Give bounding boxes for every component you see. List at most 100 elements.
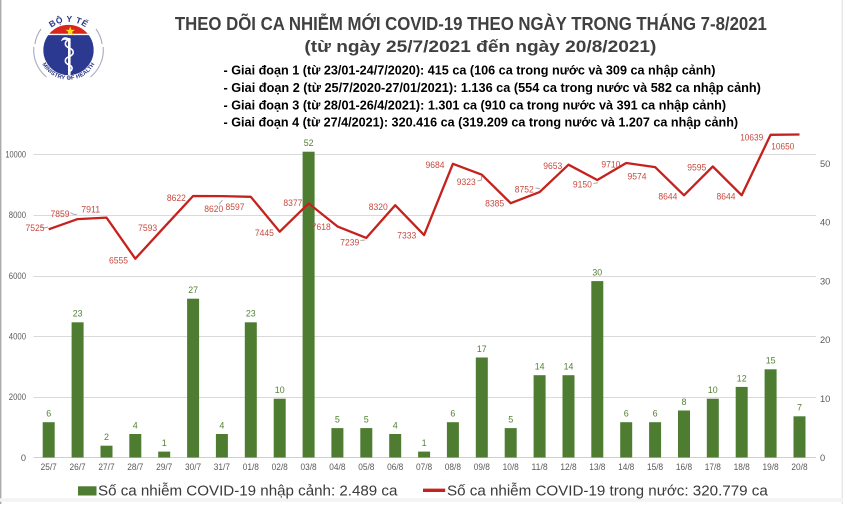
svg-text:Số ca nhiễm COVID-19 trong nướ: Số ca nhiễm COVID-19 trong nước: 320.779… — [447, 482, 768, 499]
svg-text:8644: 8644 — [717, 192, 737, 203]
svg-text:10650: 10650 — [771, 141, 794, 152]
svg-text:9323: 9323 — [457, 177, 476, 188]
svg-text:7525: 7525 — [26, 223, 45, 234]
svg-text:08/8: 08/8 — [445, 462, 461, 472]
svg-text:10: 10 — [820, 394, 830, 404]
svg-text:29/7: 29/7 — [156, 462, 172, 472]
svg-text:02/8: 02/8 — [272, 462, 288, 472]
svg-text:16/8: 16/8 — [676, 462, 692, 472]
svg-text:1: 1 — [422, 438, 427, 449]
svg-text:01/8: 01/8 — [243, 462, 259, 472]
svg-text:2000: 2000 — [9, 392, 26, 402]
svg-text:10/8: 10/8 — [503, 462, 519, 472]
svg-text:12: 12 — [737, 373, 747, 384]
svg-text:27: 27 — [188, 285, 198, 296]
svg-text:(từ ngày 25/7/2021 đến ngày 20: (từ ngày 25/7/2021 đến ngày 20/8/2021) — [304, 38, 656, 56]
svg-text:20: 20 — [820, 335, 830, 345]
svg-text:12/8: 12/8 — [560, 462, 576, 472]
svg-text:14: 14 — [535, 362, 545, 373]
svg-text:03/8: 03/8 — [301, 462, 317, 472]
svg-text:25/7: 25/7 — [41, 462, 57, 472]
svg-text:8597: 8597 — [226, 202, 245, 213]
svg-text:6: 6 — [624, 409, 629, 420]
svg-text:17: 17 — [477, 344, 487, 355]
svg-text:14: 14 — [564, 362, 574, 373]
svg-text:7911: 7911 — [81, 204, 100, 215]
svg-text:7859: 7859 — [51, 209, 70, 220]
svg-text:05/8: 05/8 — [358, 462, 374, 472]
svg-text:5: 5 — [335, 415, 340, 426]
svg-text:09/8: 09/8 — [474, 462, 490, 472]
svg-text:7333: 7333 — [397, 230, 416, 241]
svg-text:07/8: 07/8 — [416, 462, 432, 472]
svg-text:9653: 9653 — [543, 161, 562, 172]
svg-text:52: 52 — [304, 138, 314, 149]
svg-text:17/8: 17/8 — [705, 462, 721, 472]
svg-text:4: 4 — [219, 420, 225, 431]
svg-text:8320: 8320 — [369, 202, 388, 213]
svg-text:5: 5 — [364, 415, 369, 426]
svg-text:6000: 6000 — [9, 271, 26, 281]
svg-text:15/8: 15/8 — [647, 462, 663, 472]
svg-text:10639: 10639 — [740, 132, 763, 143]
svg-text:27/7: 27/7 — [98, 462, 114, 472]
svg-text:5: 5 — [508, 415, 513, 426]
svg-text:20/8: 20/8 — [791, 462, 807, 472]
svg-text:7239: 7239 — [340, 237, 359, 248]
svg-text:- Giai đoạn 4 (từ 27/4/2021):: - Giai đoạn 4 (từ 27/4/2021): 320.416 ca… — [224, 115, 739, 130]
svg-text:BỘ Y TẾ: BỘ Y TẾ — [47, 13, 90, 29]
svg-text:2: 2 — [104, 432, 109, 443]
svg-text:06/8: 06/8 — [387, 462, 403, 472]
svg-text:9684: 9684 — [426, 160, 446, 171]
svg-text:23: 23 — [73, 309, 83, 320]
svg-text:11/8: 11/8 — [532, 462, 548, 472]
svg-text:10: 10 — [275, 385, 285, 396]
svg-text:8: 8 — [682, 397, 687, 408]
svg-text:15: 15 — [766, 356, 776, 367]
svg-text:0: 0 — [21, 453, 26, 463]
svg-text:6: 6 — [653, 409, 658, 420]
svg-text:9574: 9574 — [628, 172, 648, 183]
svg-text:- Giai đoạn 3 (từ 28/01-26/4/2: - Giai đoạn 3 (từ 28/01-26/4/2021): 1.30… — [224, 97, 727, 112]
svg-text:0: 0 — [820, 453, 825, 463]
svg-text:10000: 10000 — [5, 150, 26, 160]
svg-text:14/8: 14/8 — [618, 462, 634, 472]
svg-text:8377: 8377 — [283, 198, 302, 209]
svg-text:9710: 9710 — [601, 159, 620, 170]
svg-text:THEO DÕI CA NHIỄM MỚI COVID-19: THEO DÕI CA NHIỄM MỚI COVID-19 THEO NGÀY… — [175, 13, 767, 34]
svg-text:8620: 8620 — [204, 204, 223, 215]
svg-text:40: 40 — [820, 218, 830, 228]
svg-text:- Giai đoạn 1 (từ 23/01-24/7/2: - Giai đoạn 1 (từ 23/01-24/7/2020): 415 … — [224, 63, 716, 78]
svg-text:28/7: 28/7 — [127, 462, 143, 472]
svg-text:8000: 8000 — [9, 210, 26, 220]
svg-text:1: 1 — [162, 438, 167, 449]
svg-text:31/7: 31/7 — [214, 462, 230, 472]
svg-text:Số ca nhiễm COVID-19 nhập cảnh: Số ca nhiễm COVID-19 nhập cảnh: 2.489 ca — [98, 482, 397, 499]
svg-text:7593: 7593 — [138, 223, 157, 234]
svg-text:4: 4 — [393, 420, 399, 431]
svg-text:6: 6 — [450, 409, 455, 420]
svg-text:- Giai đoạn 2 (từ 25/7/2020-27: - Giai đoạn 2 (từ 25/7/2020-27/01/2021):… — [224, 80, 761, 95]
svg-text:9150: 9150 — [573, 180, 592, 191]
svg-text:8385: 8385 — [485, 199, 504, 210]
svg-text:13/8: 13/8 — [589, 462, 605, 472]
svg-text:4: 4 — [133, 420, 139, 431]
svg-text:4000: 4000 — [9, 332, 26, 342]
svg-text:7: 7 — [797, 403, 802, 414]
svg-text:8622: 8622 — [167, 193, 186, 204]
svg-text:18/8: 18/8 — [734, 462, 750, 472]
svg-text:19/8: 19/8 — [763, 462, 779, 472]
svg-text:9595: 9595 — [687, 162, 706, 173]
svg-text:30: 30 — [820, 276, 830, 286]
svg-text:8644: 8644 — [658, 192, 678, 203]
svg-text:26/7: 26/7 — [70, 462, 86, 472]
svg-text:7618: 7618 — [312, 222, 331, 233]
svg-text:04/8: 04/8 — [329, 462, 345, 472]
svg-text:7445: 7445 — [255, 228, 274, 239]
svg-text:8752: 8752 — [515, 184, 534, 195]
svg-text:30/7: 30/7 — [185, 462, 201, 472]
svg-text:6555: 6555 — [109, 255, 128, 266]
svg-text:30: 30 — [592, 268, 602, 279]
svg-text:23: 23 — [246, 309, 256, 320]
svg-text:6: 6 — [46, 409, 51, 420]
